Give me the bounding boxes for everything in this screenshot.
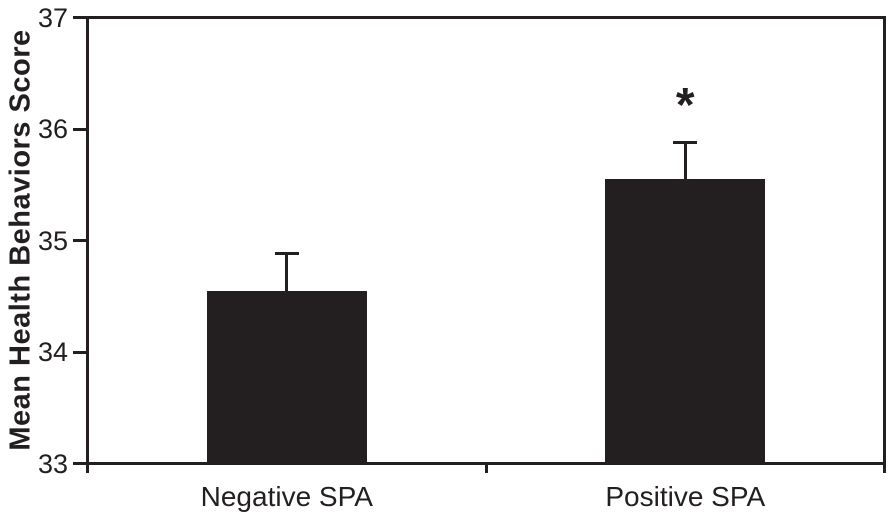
y-axis-title: Mean Health Behaviors Score [4, 29, 37, 451]
y-tick-label: 33 [37, 448, 68, 479]
x-category-label: Positive SPA [605, 481, 766, 512]
x-category-label: Negative SPA [200, 481, 373, 512]
x-tick-mark [484, 464, 488, 473]
x-tick-mark [86, 464, 89, 473]
x-tick-mark [883, 464, 886, 473]
y-tick-label: 37 [37, 2, 68, 33]
plot-area-frame [86, 16, 886, 465]
